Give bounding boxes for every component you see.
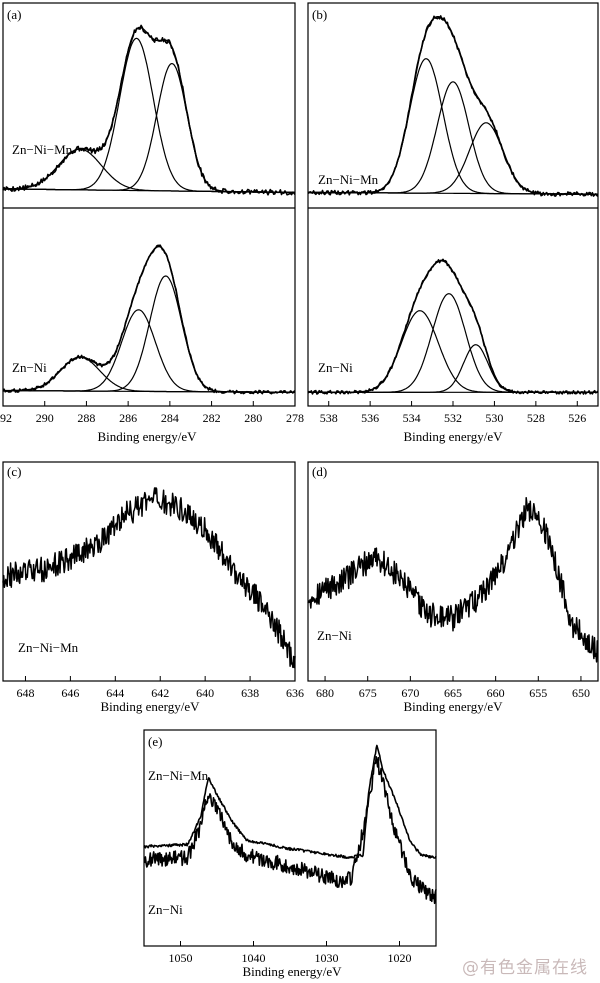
spectrum-line — [2, 487, 296, 669]
x-tick-label: 280 — [244, 411, 262, 425]
x-tick-label: 644 — [106, 686, 124, 700]
x-tick-label: 642 — [151, 686, 169, 700]
x-tick-label: 526 — [568, 411, 586, 425]
series-line — [143, 755, 437, 905]
sample-label: Zn−Ni — [12, 360, 47, 375]
fitted-envelope — [3, 26, 296, 194]
x-tick-label: 284 — [161, 411, 179, 425]
x-axis-label: Binding energy/eV — [97, 429, 197, 444]
sample-label: Zn−Ni — [318, 360, 353, 375]
sample-label: Zn−Ni — [317, 628, 352, 643]
x-tick-label: 528 — [527, 411, 545, 425]
series-label: Zn−Ni−Mn — [148, 768, 209, 783]
x-tick-label: 1040 — [242, 951, 266, 965]
x-tick-label: 660 — [487, 686, 505, 700]
panel-label: (b) — [312, 7, 327, 22]
series-line — [143, 744, 437, 860]
raw-spectrum — [2, 24, 296, 196]
x-tick-label: 290 — [36, 411, 54, 425]
panel-frame — [307, 2, 599, 407]
fitted-envelope — [3, 245, 295, 393]
series-label: Zn−Ni — [148, 902, 183, 917]
x-tick-label: 536 — [361, 411, 379, 425]
x-tick-label: 534 — [403, 411, 421, 425]
x-tick-label: 530 — [485, 411, 503, 425]
panel-label: (c) — [7, 464, 21, 479]
panel-label: (a) — [7, 7, 21, 22]
x-tick-label: 532 — [444, 411, 462, 425]
x-tick-label: 538 — [320, 411, 338, 425]
sample-label: Zn−Ni−Mn — [18, 640, 79, 655]
raw-spectrum — [307, 15, 599, 197]
x-tick-label: 1020 — [388, 951, 412, 965]
fitted-component-peak — [3, 356, 295, 393]
x-tick-label: 288 — [77, 411, 95, 425]
x-tick-label: 680 — [316, 686, 334, 700]
x-tick-label: 665 — [444, 686, 462, 700]
fitted-component-peak — [3, 37, 296, 194]
spectrum-line — [307, 497, 599, 663]
x-axis-label: Binding energy/eV — [403, 429, 503, 444]
x-axis-label: Binding energy/eV — [242, 964, 342, 979]
x-axis-label: Binding energy/eV — [403, 699, 503, 714]
x-tick-label: 636 — [286, 686, 304, 700]
x-tick-label: 675 — [359, 686, 377, 700]
x-tick-label: 286 — [119, 411, 137, 425]
panel-frame — [2, 2, 296, 407]
fitted-component-peak — [3, 62, 296, 194]
sample-label: Zn−Ni−Mn — [12, 142, 73, 157]
x-tick-label: 650 — [572, 686, 590, 700]
sample-label: Zn−Ni−Mn — [318, 172, 379, 187]
x-tick-label: 640 — [196, 686, 214, 700]
x-tick-label: 655 — [529, 686, 547, 700]
raw-spectrum — [2, 244, 296, 395]
x-tick-label: 646 — [61, 686, 79, 700]
x-tick-label: 638 — [241, 686, 259, 700]
fitted-component-peak — [308, 310, 598, 393]
x-tick-label: 670 — [401, 686, 419, 700]
x-tick-label: 1030 — [315, 951, 339, 965]
panel-label: (d) — [312, 464, 327, 479]
x-axis-label: Binding energy/eV — [100, 699, 200, 714]
panel-frame — [2, 461, 296, 682]
x-tick-label: 1050 — [169, 951, 193, 965]
watermark: @有色金属在线 — [462, 958, 588, 978]
panel-label: (e) — [148, 734, 162, 749]
raw-spectrum — [307, 258, 599, 395]
fitted-component-peak — [3, 275, 295, 393]
panel-frame — [143, 729, 437, 947]
x-tick-label: 282 — [203, 411, 221, 425]
fitted-component-peak — [308, 293, 598, 393]
x-tick-label: 648 — [16, 686, 34, 700]
fitted-envelope — [308, 16, 598, 195]
x-tick-label: 292 — [0, 411, 12, 425]
x-tick-label: 278 — [286, 411, 304, 425]
